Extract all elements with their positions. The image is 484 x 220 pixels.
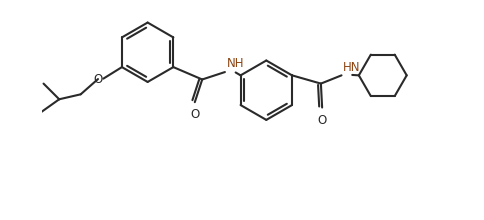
Text: O: O — [93, 73, 103, 86]
Text: O: O — [190, 108, 199, 121]
Text: NH: NH — [226, 57, 243, 70]
Text: HN: HN — [342, 61, 360, 74]
Text: O: O — [317, 114, 326, 127]
